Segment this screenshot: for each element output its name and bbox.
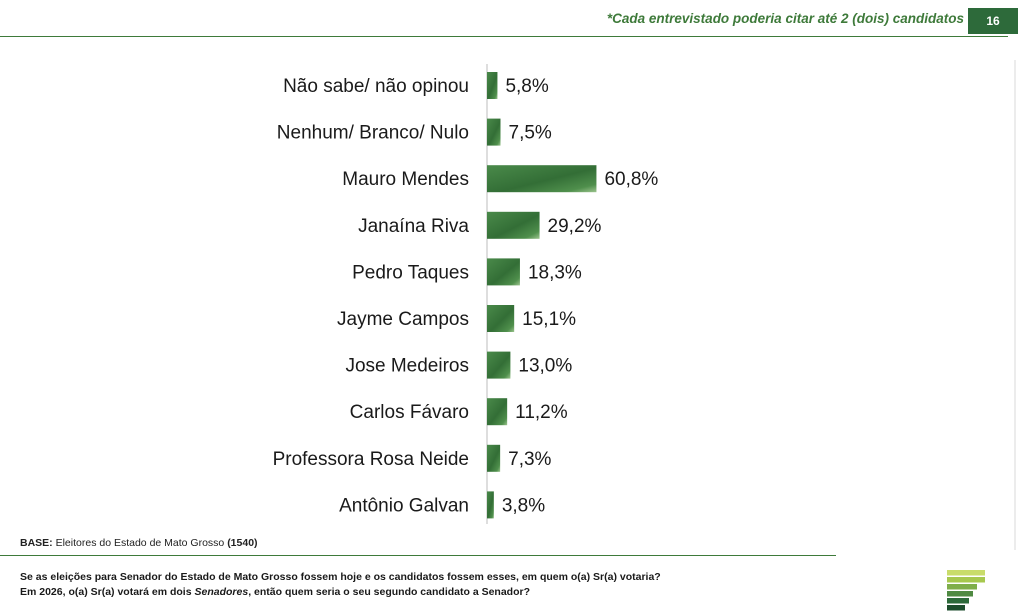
logo-stripe [947, 570, 985, 576]
survey-question: Se as eleições para Senador do Estado de… [20, 570, 661, 600]
bar [487, 165, 597, 193]
bar-chart: Não sabe/ não opinou 5,8% Nenhum/ Branco/ … [273, 64, 658, 524]
question-line-2-end: , então quem seria o seu segundo candida… [248, 586, 530, 598]
header-note: *Cada entrevistado poderia citar até 2 (… [606, 11, 964, 26]
value-label: 60,8% [604, 169, 658, 190]
value-label: 18,3% [528, 262, 582, 283]
header-divider [0, 36, 1008, 37]
category-label: Antônio Galvan [339, 495, 469, 516]
value-label: 29,2% [548, 216, 602, 237]
logo-stripe [947, 598, 969, 604]
logo-stripe [947, 584, 977, 590]
question-line-2-emphasis: Senadores [194, 586, 249, 598]
category-label: Professora Rosa Neide [273, 449, 469, 470]
value-label: 11,2% [515, 402, 568, 423]
category-label: Janaína Riva [358, 216, 469, 237]
base-count: (1540) [227, 537, 258, 549]
value-label: 7,3% [508, 449, 551, 470]
value-label: 13,0% [518, 356, 572, 377]
question-line-2: Em 2026, o(a) Sr(a) votará em dois Senad… [20, 585, 661, 600]
bar [487, 305, 515, 332]
category-label: Carlos Fávaro [350, 402, 469, 423]
logo-stripe [947, 605, 965, 611]
category-label: Não sabe/ não opinou [283, 76, 469, 97]
value-label: 5,8% [505, 76, 548, 97]
bar [487, 211, 540, 239]
bar [487, 491, 494, 519]
logo-stripe [947, 577, 985, 583]
category-label: Pedro Taques [352, 262, 469, 283]
bar [487, 258, 520, 286]
base-note: BASE: Eleitores do Estado de Mato Grosso… [20, 537, 258, 549]
striped-flag-logo-icon [947, 570, 985, 611]
bar [487, 72, 498, 99]
base-label: BASE: [20, 537, 53, 549]
value-label: 3,8% [502, 495, 545, 516]
bar [487, 398, 508, 426]
base-description: Eleitores do Estado de Mato Grosso [55, 537, 225, 549]
value-label: 7,5% [509, 123, 552, 144]
page-number: 16 [968, 8, 1018, 34]
bar [487, 351, 511, 379]
bar [487, 444, 501, 472]
footer-divider [0, 555, 836, 556]
category-label: Jayme Campos [337, 309, 469, 330]
question-line-2-start: Em 2026, o(a) Sr(a) votará em dois [20, 586, 195, 598]
value-label: 15,1% [522, 309, 576, 330]
category-label: Nenhum/ Branco/ Nulo [277, 123, 469, 144]
category-label: Mauro Mendes [342, 169, 469, 190]
bar [487, 118, 501, 146]
category-label: Jose Medeiros [345, 356, 469, 377]
chart-frame-edge [1014, 60, 1016, 550]
logo-stripe [947, 591, 973, 597]
question-line-1: Se as eleições para Senador do Estado de… [20, 571, 661, 583]
